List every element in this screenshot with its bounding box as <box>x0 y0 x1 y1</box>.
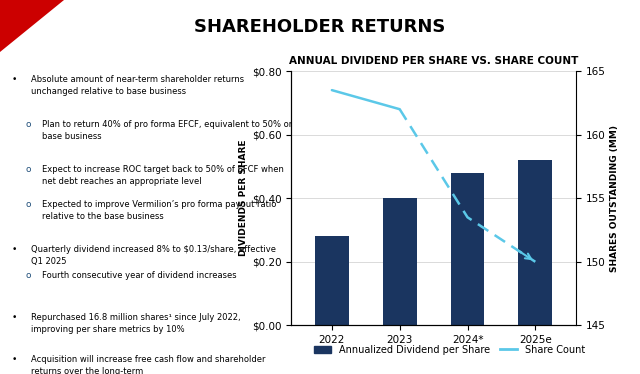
Text: •: • <box>11 75 17 84</box>
Text: Fourth consecutive year of dividend increases: Fourth consecutive year of dividend incr… <box>42 271 236 280</box>
Y-axis label: DIVIDENDS PER SHARE: DIVIDENDS PER SHARE <box>239 140 248 257</box>
Text: Expect to increase ROC target back to 50% of EFCF when
net debt reaches an appro: Expect to increase ROC target back to 50… <box>42 165 284 186</box>
Text: Absolute amount of near-term shareholder returns
unchanged relative to base busi: Absolute amount of near-term shareholder… <box>31 75 244 96</box>
Text: Acquisition will increase free cash flow and shareholder
returns over the long-t: Acquisition will increase free cash flow… <box>31 355 265 374</box>
Bar <box>451 173 484 325</box>
Text: o: o <box>25 200 31 209</box>
Bar <box>315 236 349 325</box>
Y-axis label: SHARES OUTSTANDING (MM): SHARES OUTSTANDING (MM) <box>610 125 619 272</box>
Text: •: • <box>11 245 17 254</box>
Title: ANNUAL DIVIDEND PER SHARE VS. SHARE COUNT: ANNUAL DIVIDEND PER SHARE VS. SHARE COUN… <box>289 56 579 66</box>
Text: Quarterly dividend increased 8% to $0.13/share, effective
Q1 2025: Quarterly dividend increased 8% to $0.13… <box>31 245 276 267</box>
Legend: Annualized Dividend per Share, Share Count: Annualized Dividend per Share, Share Cou… <box>314 345 586 355</box>
Text: Repurchased 16.8 million shares¹ since July 2022,
improving per share metrics by: Repurchased 16.8 million shares¹ since J… <box>31 313 240 334</box>
Text: Expected to improve Vermilion’s pro forma payout ratio
relative to the base busi: Expected to improve Vermilion’s pro form… <box>42 200 276 221</box>
Bar <box>518 160 552 325</box>
Text: o: o <box>25 271 31 280</box>
Text: o: o <box>25 165 31 174</box>
Text: •: • <box>11 355 17 364</box>
Text: •: • <box>11 313 17 322</box>
Bar <box>383 198 417 325</box>
Text: SHAREHOLDER RETURNS: SHAREHOLDER RETURNS <box>195 18 445 36</box>
Text: Plan to return 40% of pro forma EFCF, equivalent to 50% on
base business: Plan to return 40% of pro forma EFCF, eq… <box>42 120 294 141</box>
Text: o: o <box>25 120 31 129</box>
Polygon shape <box>0 0 64 52</box>
